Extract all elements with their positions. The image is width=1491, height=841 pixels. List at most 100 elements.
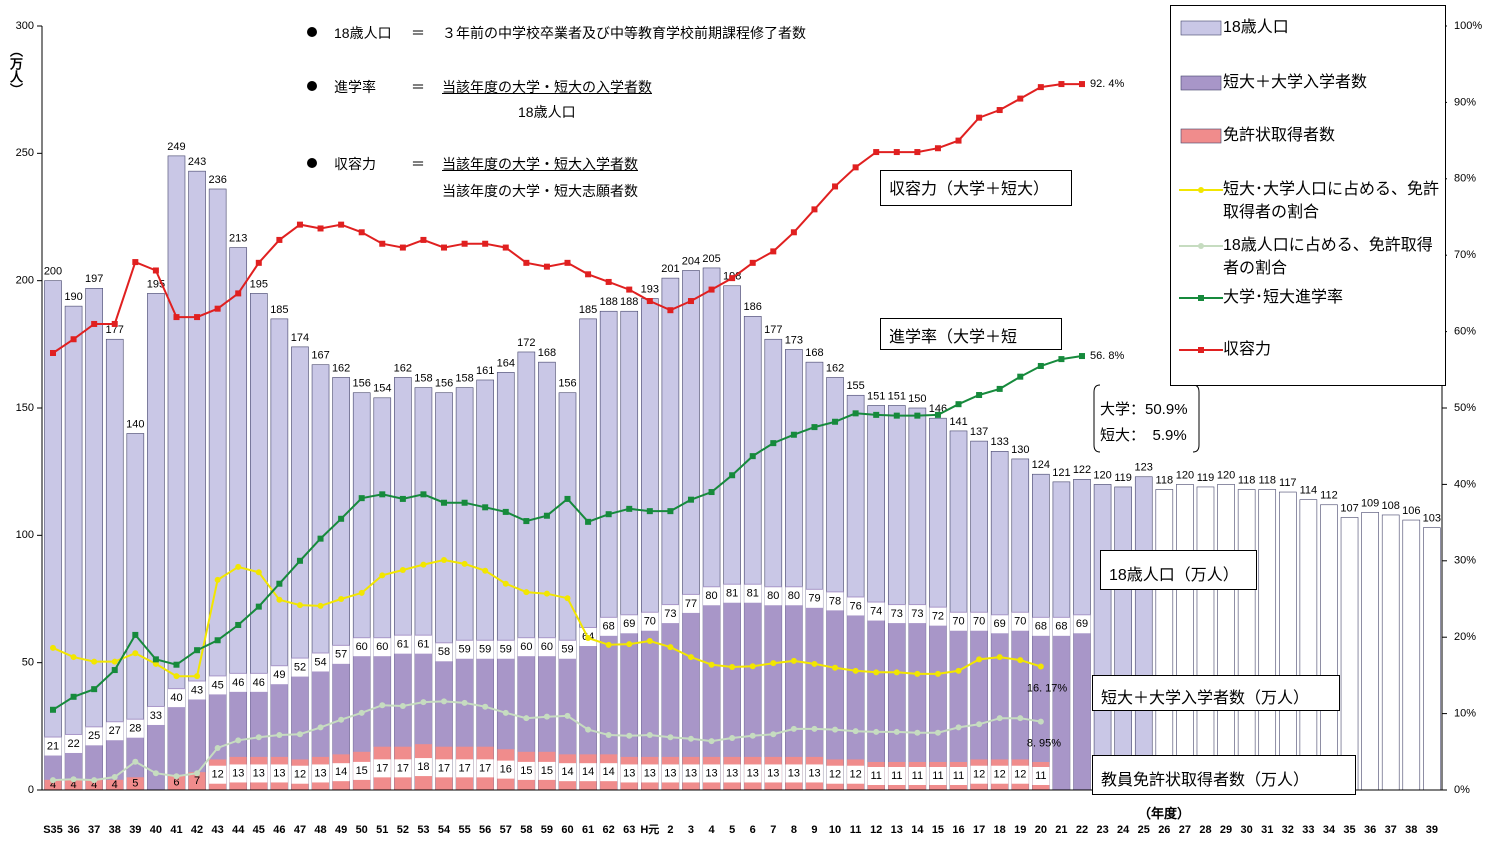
marker xyxy=(358,495,365,502)
bar-label: 118 xyxy=(1258,474,1276,486)
x-tick-label: 21 xyxy=(1055,824,1067,836)
marker xyxy=(543,263,550,270)
bar-label: 76 xyxy=(849,600,861,612)
marker xyxy=(461,240,468,247)
end-label: 92. 4% xyxy=(1090,78,1124,90)
label-box xyxy=(620,764,638,783)
legend-label: 大学･短大進学率 xyxy=(1223,289,1344,306)
x-tick-label: 61 xyxy=(582,824,594,836)
label-box xyxy=(620,615,638,634)
label-box xyxy=(312,653,330,672)
marker xyxy=(729,472,736,479)
bracket xyxy=(1192,384,1200,453)
bar-label: 117 xyxy=(1279,477,1297,489)
bar-label: 185 xyxy=(579,304,597,316)
marker xyxy=(585,518,592,525)
marker xyxy=(667,508,674,515)
bar-label: 185 xyxy=(270,304,288,316)
marker xyxy=(955,401,962,408)
bar-label: 15 xyxy=(520,765,532,777)
bar-label: 5 xyxy=(132,778,138,790)
bar-label: 21 xyxy=(47,740,59,752)
bar-label: 118 xyxy=(1156,474,1174,486)
bar-label: 13 xyxy=(232,767,244,779)
bar-label: 17 xyxy=(458,762,470,774)
x-tick-label: 4 xyxy=(708,824,715,836)
marker xyxy=(646,508,653,515)
marker xyxy=(152,656,159,663)
bar-label: 168 xyxy=(805,347,823,359)
y2-tick-label: 90% xyxy=(1454,96,1476,108)
marker xyxy=(399,244,406,251)
bar-label: 249 xyxy=(167,141,185,153)
marker xyxy=(770,248,777,255)
label-box xyxy=(497,760,515,779)
marker xyxy=(214,576,221,583)
marker xyxy=(667,734,674,741)
x-tick-label: 40 xyxy=(150,824,162,836)
marker xyxy=(502,580,509,587)
marker xyxy=(1037,663,1044,670)
legend-label: 短大＋大学入学者数 xyxy=(1223,74,1368,91)
line xyxy=(52,83,1082,354)
label-box xyxy=(764,587,782,606)
marker xyxy=(996,107,1003,114)
label-box xyxy=(517,638,535,657)
bar-label: 14 xyxy=(603,766,615,778)
x-tick-label: 39 xyxy=(129,824,141,836)
bar xyxy=(65,779,83,790)
bar-label: 70 xyxy=(952,616,964,628)
x-tick-label: 15 xyxy=(932,824,944,836)
x-tick-label: 19 xyxy=(1014,824,1026,836)
label-box xyxy=(476,759,494,778)
bar-label: 4 xyxy=(91,779,97,791)
x-tick-label: 22 xyxy=(1076,824,1088,836)
bar-label: 78 xyxy=(829,595,841,607)
label-box xyxy=(44,737,62,756)
bar-label: 119 xyxy=(1197,472,1215,484)
marker xyxy=(296,602,303,609)
label-box xyxy=(1011,765,1029,784)
bar-label: 13 xyxy=(664,767,676,779)
bar-label: 155 xyxy=(846,380,864,392)
bar-label: 121 xyxy=(1052,467,1070,479)
bar xyxy=(1423,527,1441,791)
bar-label: 109 xyxy=(1361,497,1379,509)
label-box xyxy=(332,645,350,664)
marker xyxy=(399,566,406,573)
bar-label: 18 xyxy=(417,761,429,773)
x-tick-label: 45 xyxy=(253,824,265,836)
marker xyxy=(934,729,941,736)
x-tick-label: 28 xyxy=(1199,824,1211,836)
label-box xyxy=(394,635,412,654)
bar xyxy=(641,611,659,790)
bar-label: 167 xyxy=(311,350,329,362)
label-box xyxy=(826,765,844,784)
marker xyxy=(255,603,262,610)
bar-label: 12 xyxy=(994,769,1006,781)
end-label: 8. 95% xyxy=(1027,738,1061,750)
x-tick-label: 62 xyxy=(603,824,615,836)
bar xyxy=(1340,517,1359,791)
marker xyxy=(893,149,900,156)
marker xyxy=(296,731,303,738)
marker xyxy=(461,699,468,706)
label-box xyxy=(579,763,597,782)
legend-marker xyxy=(1198,187,1204,193)
label-box xyxy=(456,759,474,778)
marker xyxy=(1058,81,1065,88)
def-term: 18歳人口 xyxy=(334,25,392,41)
label-box xyxy=(435,759,453,778)
bar-label: 74 xyxy=(870,605,882,617)
bar-label: 69 xyxy=(994,618,1006,630)
label-box xyxy=(991,765,1009,784)
x-tick-label: 56 xyxy=(479,824,491,836)
label-box xyxy=(764,764,782,783)
bar-label: 11 xyxy=(912,770,923,782)
marker xyxy=(276,731,283,738)
marker xyxy=(441,244,448,251)
bar-label: 12 xyxy=(973,769,985,781)
breakdown: 大学：50.9% xyxy=(1100,401,1188,418)
legend-marker xyxy=(1198,295,1204,301)
